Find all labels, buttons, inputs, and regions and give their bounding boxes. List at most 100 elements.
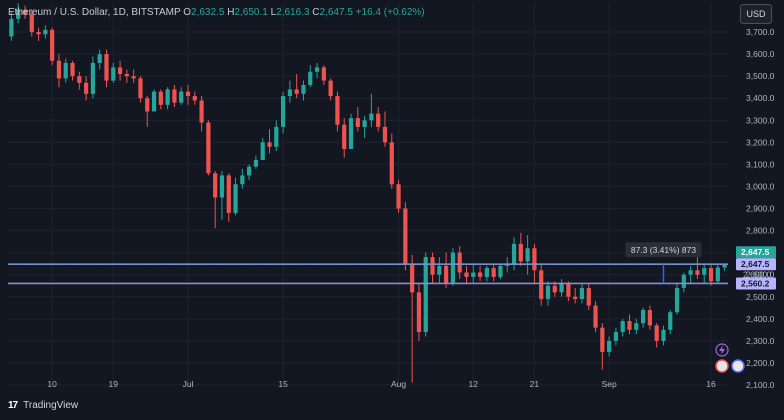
- candle-body: [138, 78, 143, 99]
- candle-body: [539, 270, 544, 299]
- candle-series[interactable]: [9, 3, 727, 383]
- candle-body: [314, 67, 320, 72]
- candle-body: [77, 76, 82, 83]
- flag-icon-secondary[interactable]: [731, 359, 745, 373]
- last-price-tag: 2,647.5: [741, 247, 770, 257]
- candle-body: [335, 96, 340, 125]
- high-label: H: [227, 7, 235, 18]
- candle-body: [559, 283, 564, 293]
- candle-body: [416, 292, 422, 333]
- time-tick-label: 12: [469, 379, 479, 389]
- candle-body: [498, 265, 503, 277]
- time-tick-label: Sep: [602, 379, 617, 389]
- candle-body: [484, 268, 489, 277]
- candle-body: [287, 89, 292, 97]
- candle-body: [545, 285, 551, 299]
- measure-tool[interactable]: 87.3 (3.41%) 873: [625, 242, 702, 284]
- time-tick-label: 21: [530, 379, 540, 389]
- candle-body: [369, 113, 374, 121]
- lightning-icon-glyph: [719, 345, 725, 355]
- candle-body: [430, 257, 435, 275]
- level-tag-lower: 2,560.2: [741, 278, 770, 288]
- measure-label-box: [625, 242, 702, 258]
- candle-body: [647, 310, 652, 326]
- price-axis[interactable]: 2,100.0 2,200.0 2,300.0 2,400.0 2,500.0 2,600…: [729, 0, 784, 393]
- candle-body: [179, 91, 184, 103]
- candle-body: [403, 208, 408, 264]
- candle-body: [97, 54, 102, 63]
- candle-body: [219, 175, 225, 198]
- level-tag-upper: 2,647.5: [741, 259, 770, 269]
- candle-body: [362, 120, 367, 127]
- candle-body: [308, 71, 313, 85]
- price-tick-label: 2,500.0: [746, 292, 775, 302]
- candle-body: [634, 323, 639, 330]
- price-tick-label: 2,200.0: [746, 358, 775, 368]
- candle-body: [532, 248, 537, 271]
- candle-body: [382, 126, 388, 143]
- candle-body: [511, 243, 517, 264]
- time-axis[interactable]: 10 19 Jul 15 Aug 12 21 Sep 16: [47, 379, 716, 389]
- high-value: 2,650.1: [234, 7, 268, 18]
- candle-body: [552, 285, 557, 293]
- candle-body: [437, 265, 442, 275]
- candle-body: [640, 310, 646, 324]
- horizontal-levels[interactable]: [8, 263, 728, 285]
- price-tick-overlap: 2,600.0: [743, 270, 772, 280]
- price-tick-label: 3,200.0: [746, 137, 775, 147]
- grid-lines: [8, 4, 728, 386]
- candle-body: [702, 268, 707, 275]
- candle-body: [593, 305, 598, 328]
- candle-body: [172, 89, 177, 103]
- candle-body: [348, 118, 354, 149]
- candle-body: [389, 142, 394, 185]
- candle-body: [627, 321, 632, 330]
- candle-body: [117, 67, 123, 74]
- time-tick-label: Aug: [391, 379, 406, 389]
- candle-body: [715, 267, 720, 282]
- candle-body: [145, 98, 150, 112]
- price-tick-label: 2,900.0: [746, 204, 775, 214]
- change-value: +16.4 (+0.62%): [355, 7, 425, 18]
- price-tick-label: 2,300.0: [746, 336, 775, 346]
- price-tick-label: 3,100.0: [746, 159, 775, 169]
- time-tick-label: Jul: [183, 379, 194, 389]
- side-icons: [715, 343, 745, 373]
- candle-body: [294, 89, 299, 94]
- candle-body: [70, 62, 75, 77]
- candle-body: [267, 142, 272, 147]
- candle-body: [342, 124, 347, 149]
- candle-body: [301, 85, 306, 94]
- candle-body: [681, 274, 686, 288]
- open-value: 2,632.5: [191, 7, 225, 18]
- candle-body: [260, 142, 265, 160]
- candle-body: [63, 62, 68, 79]
- candle-body: [213, 173, 218, 198]
- tradingview-brand[interactable]: 17 TradingView: [8, 400, 78, 411]
- candle-body: [695, 270, 700, 275]
- symbol-title[interactable]: Ethereum / U.S. Dollar, 1D, BITSTAMP: [8, 7, 181, 18]
- lightning-icon[interactable]: [715, 343, 729, 357]
- candle-body: [410, 263, 415, 293]
- candle-body: [328, 80, 333, 97]
- candle-body: [423, 257, 428, 333]
- candle-body: [50, 29, 55, 61]
- candle-body: [708, 268, 714, 282]
- symbol-info-bar: Ethereum / U.S. Dollar, 1D, BITSTAMP O2,…: [8, 7, 425, 18]
- candle-body: [566, 283, 571, 297]
- candle-body: [396, 184, 401, 209]
- candle-body: [29, 14, 34, 33]
- candle-body: [491, 268, 496, 277]
- close-value: 2,647.5: [319, 7, 353, 18]
- flag-icon[interactable]: [715, 359, 729, 373]
- currency-button[interactable]: USD: [740, 4, 772, 24]
- candle-body: [607, 340, 612, 352]
- time-tick-label: 16: [706, 379, 716, 389]
- low-label: L: [270, 7, 277, 18]
- candle-body: [151, 91, 157, 112]
- open-label: O: [183, 7, 192, 18]
- candle-body: [518, 243, 523, 262]
- candle-body: [464, 272, 469, 277]
- candle-body: [131, 76, 136, 79]
